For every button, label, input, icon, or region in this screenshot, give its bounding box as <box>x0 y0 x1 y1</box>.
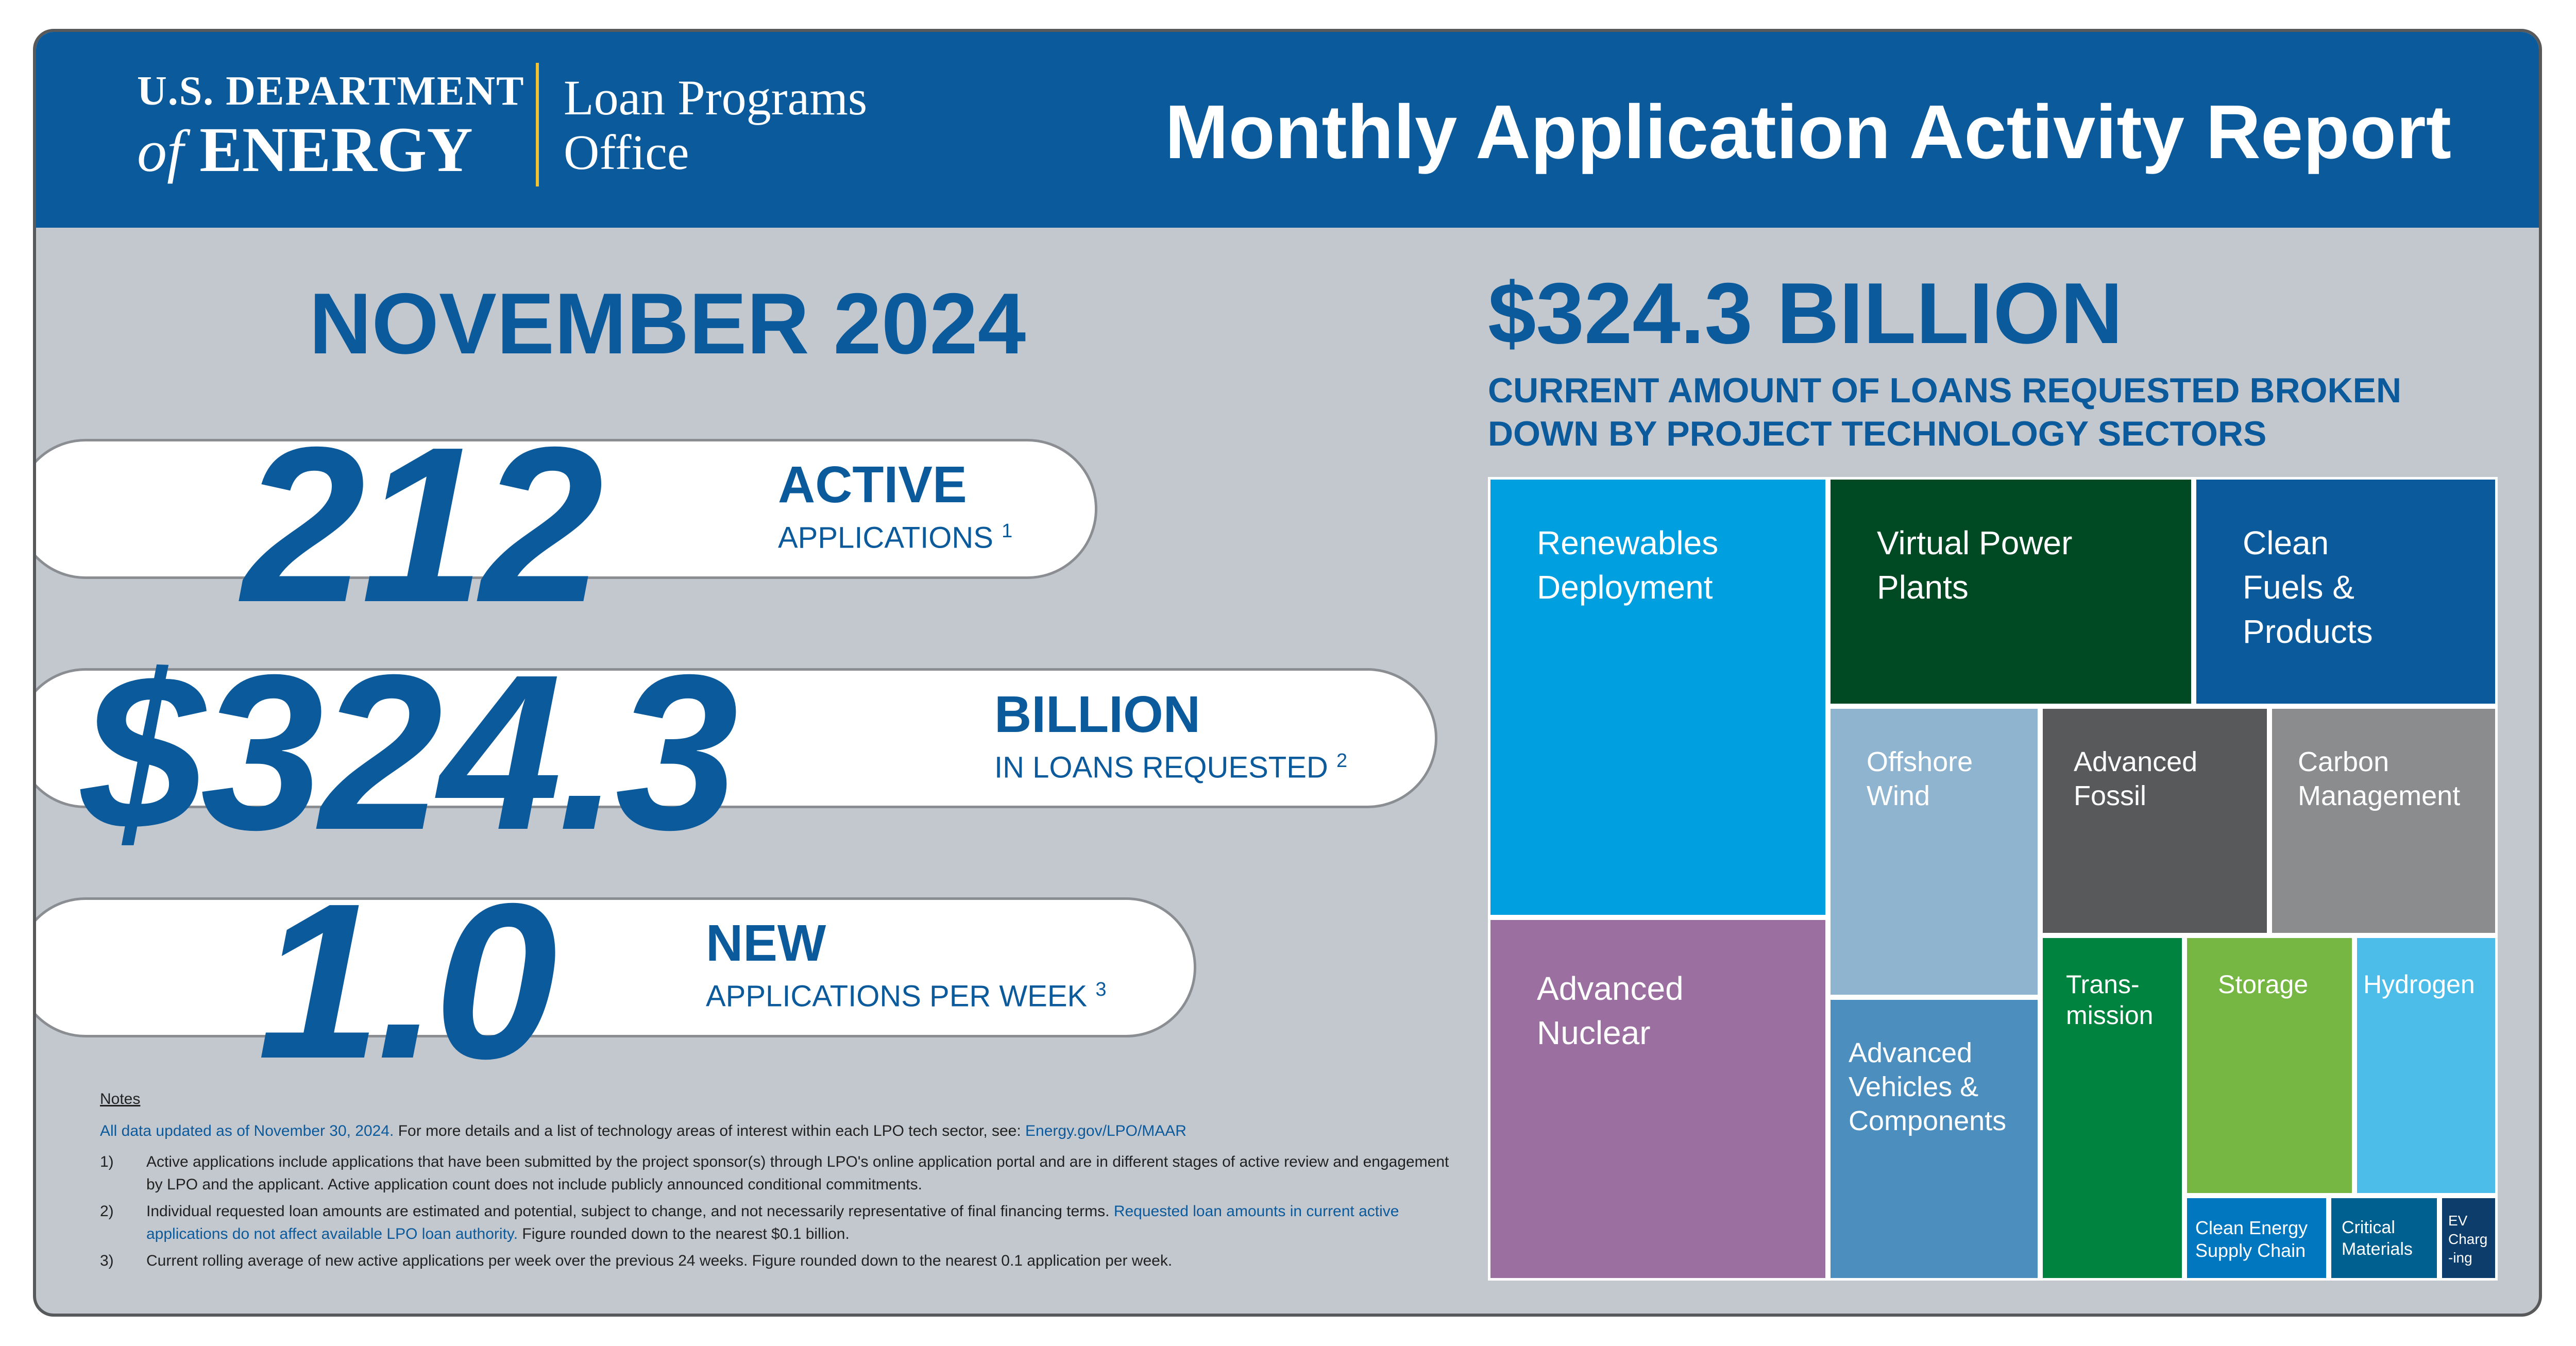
tile-virtual-power-plants: Virtual Power Plants <box>1828 477 2194 706</box>
notes-heading: Notes <box>100 1091 141 1108</box>
notes-updated-date: All data updated as of November 30, 2024… <box>100 1122 394 1139</box>
agency-of: of <box>137 118 184 184</box>
office-name-line2: Office <box>564 125 689 180</box>
stat-value-new: 1.0 <box>258 858 557 1105</box>
tile-label: Trans- mission <box>2066 970 2154 1030</box>
tile-advanced-nuclear: Advanced Nuclear <box>1488 917 1828 1281</box>
tile-carbon-management: Carbon Management <box>2269 706 2498 935</box>
stat-label-new: NEW <box>706 914 826 972</box>
tile-label: Advanced Fossil <box>2074 746 2198 811</box>
note-text: Current rolling average of new active ap… <box>146 1252 1173 1269</box>
agency-name-line1: U.S. DEPARTMENT <box>137 69 525 114</box>
tile-label: Carbon Management <box>2298 746 2461 811</box>
tile-advanced-vehicles: Advanced Vehicles & Components <box>1828 997 2040 1281</box>
stat-label-loans: BILLION <box>994 686 1200 743</box>
tile-label: Clean Energy Supply Chain <box>2195 1217 2308 1261</box>
footnote-ref-3: 3 <box>1095 979 1107 1000</box>
footnote-ref-1: 1 <box>1002 520 1013 542</box>
sector-treemap: Renewables Deployment Advanced Nuclear V… <box>1488 477 2498 1281</box>
tile-label: Renewables Deployment <box>1537 524 1719 606</box>
note-number: 1) <box>100 1153 114 1170</box>
maar-link[interactable]: Energy.gov/LPO/MAAR <box>1025 1122 1187 1139</box>
tile-storage: Storage <box>2184 935 2354 1196</box>
stat-sublabel-active: APPLICATIONS 1 <box>778 520 1012 555</box>
tile-offshore-wind: Offshore Wind <box>1828 706 2040 997</box>
office-name-line1: Loan Programs <box>564 70 868 125</box>
tile-label: Clean Fuels & Products <box>2243 524 2373 650</box>
note-text: Active applications include applications… <box>146 1153 1449 1193</box>
report-card: U.S. DEPARTMENT of ENERGY Loan Programs … <box>33 29 2542 1317</box>
stat-sublabel-loans-text: IN LOANS REQUESTED <box>994 751 1328 785</box>
stat-value-active: 212 <box>242 401 603 649</box>
note-item-3: 3) Current rolling average of new active… <box>100 1250 1450 1272</box>
tile-label: Hydrogen <box>2363 970 2475 999</box>
tile-clean-fuels-products: Clean Fuels & Products <box>2194 477 2498 706</box>
note-number: 3) <box>100 1252 114 1269</box>
footnote-ref-2: 2 <box>1336 750 1348 772</box>
note-text-link: Requested loan amounts in current active… <box>146 1203 1399 1242</box>
agency-energy: ENERGY <box>199 114 473 185</box>
note-item-1: 1) Active applications include applicati… <box>100 1151 1450 1196</box>
logo-divider <box>536 63 539 186</box>
stat-sublabel-active-text: APPLICATIONS <box>778 521 993 555</box>
tile-label: Critical Materials <box>2342 1218 2413 1259</box>
report-title: Monthly Application Activity Report <box>1165 90 2451 175</box>
tile-hydrogen: Hydrogen <box>2354 935 2498 1196</box>
tile-label: Advanced Nuclear <box>1537 970 1684 1051</box>
tile-ev-charging: EV Charg -ing <box>2439 1196 2498 1281</box>
notes-updated-more: For more details and a list of technolog… <box>398 1122 1021 1139</box>
tile-label: EV Charg -ing <box>2448 1213 2488 1266</box>
tile-advanced-fossil: Advanced Fossil <box>2040 706 2269 935</box>
tile-label: Storage <box>2218 970 2309 999</box>
tile-clean-energy-supply-chain: Clean Energy Supply Chain <box>2184 1196 2329 1281</box>
total-subtitle: CURRENT AMOUNT OF LOANS REQUESTED BROKEN… <box>1488 371 2402 453</box>
tile-label: Advanced Vehicles & Components <box>1849 1037 2007 1136</box>
stat-pill-loans <box>36 668 1437 808</box>
notes-section: Notes All data updated as of November 30… <box>100 1088 1450 1272</box>
note-text: Individual requested loan amounts are es… <box>146 1203 1110 1220</box>
report-period: NOVEMBER 2024 <box>309 275 1026 372</box>
note-number: 2) <box>100 1203 114 1220</box>
header-banner: U.S. DEPARTMENT of ENERGY Loan Programs … <box>36 32 2539 228</box>
stat-pill-active <box>36 439 1097 579</box>
stat-sublabel-new: APPLICATIONS PER WEEK 3 <box>706 979 1106 1013</box>
note-text-after: Figure rounded down to the nearest $0.1 … <box>522 1225 850 1242</box>
agency-name-line2: of ENERGY <box>137 113 473 186</box>
notes-updated: All data updated as of November 30, 2024… <box>100 1120 1450 1143</box>
tile-label: Offshore Wind <box>1867 746 1973 811</box>
note-item-2: 2) Individual requested loan amounts are… <box>100 1200 1450 1246</box>
stat-sublabel-new-text: APPLICATIONS PER WEEK <box>706 979 1088 1013</box>
stat-pill-new <box>36 897 1196 1037</box>
total-amount: $324.3 BILLION <box>1488 265 2123 362</box>
tile-critical-materials: Critical Materials <box>2329 1196 2439 1281</box>
stat-value-loans: $324.3 <box>81 629 738 876</box>
stat-label-active: ACTIVE <box>778 456 967 514</box>
tile-transmission: Trans- mission <box>2040 935 2184 1281</box>
tile-renewables-deployment: Renewables Deployment <box>1488 477 1828 917</box>
stat-sublabel-loans: IN LOANS REQUESTED 2 <box>994 750 1347 785</box>
tile-label: Virtual Power Plants <box>1877 524 2073 606</box>
